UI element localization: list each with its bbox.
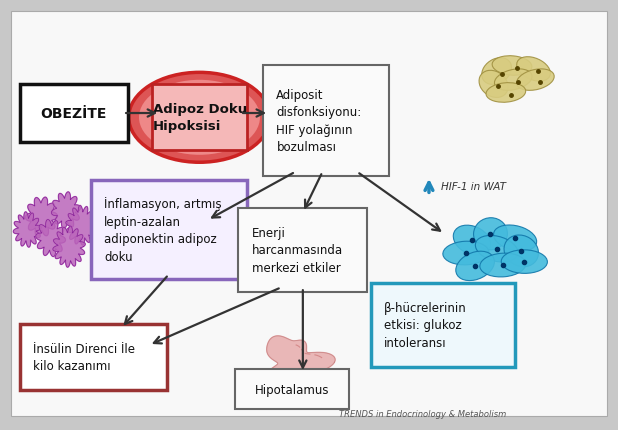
Polygon shape [51, 192, 80, 229]
Ellipse shape [475, 236, 518, 262]
Ellipse shape [492, 57, 532, 76]
Text: TRENDS in Endocrinology & Metabolism: TRENDS in Endocrinology & Metabolism [339, 409, 506, 418]
Ellipse shape [486, 83, 526, 103]
Ellipse shape [138, 80, 261, 157]
Ellipse shape [517, 70, 554, 91]
Text: İnflamasyon, artmış
leptin-azalan
adiponektin adipoz
doku: İnflamasyon, artmış leptin-azalan adipon… [104, 197, 222, 263]
Text: Adiposit
disfonksiyonu:
HIF yolağının
bozulması: Adiposit disfonksiyonu: HIF yolağının bo… [276, 88, 362, 154]
Polygon shape [280, 370, 294, 389]
Ellipse shape [494, 225, 536, 252]
Polygon shape [25, 198, 57, 237]
Polygon shape [66, 206, 97, 246]
Ellipse shape [482, 58, 512, 85]
FancyBboxPatch shape [91, 181, 247, 279]
Polygon shape [13, 212, 41, 248]
Ellipse shape [129, 73, 270, 163]
FancyBboxPatch shape [263, 65, 389, 177]
FancyBboxPatch shape [371, 283, 515, 367]
Ellipse shape [453, 226, 491, 256]
Text: HIF-1 in WAT: HIF-1 in WAT [441, 181, 506, 191]
FancyBboxPatch shape [235, 369, 349, 409]
Text: Adipoz Doku
Hipoksisi: Adipoz Doku Hipoksisi [153, 103, 247, 133]
Ellipse shape [501, 250, 548, 274]
FancyBboxPatch shape [11, 12, 607, 416]
Ellipse shape [479, 71, 508, 98]
Text: OBEZİTE: OBEZİTE [41, 107, 107, 120]
Text: İnsülin Direnci İle
kilo kazanımı: İnsülin Direnci İle kilo kazanımı [33, 342, 135, 372]
Ellipse shape [504, 236, 538, 267]
Text: β-hücrelerinin
etkisi: glukoz
intoleransı: β-hücrelerinin etkisi: glukoz intolerans… [384, 301, 467, 349]
FancyBboxPatch shape [20, 85, 127, 142]
Polygon shape [36, 220, 66, 257]
Text: Hipotalamus: Hipotalamus [255, 383, 329, 396]
Text: Enerji
harcanmasında
merkezi etkiler: Enerji harcanmasında merkezi etkiler [252, 226, 343, 274]
Ellipse shape [443, 242, 489, 265]
FancyBboxPatch shape [20, 324, 167, 390]
Polygon shape [286, 381, 301, 384]
Polygon shape [263, 336, 335, 388]
Polygon shape [53, 227, 85, 267]
Ellipse shape [494, 70, 532, 91]
Ellipse shape [480, 254, 526, 277]
Ellipse shape [456, 252, 494, 281]
Ellipse shape [473, 218, 507, 250]
Ellipse shape [517, 58, 551, 82]
FancyBboxPatch shape [152, 85, 247, 151]
FancyBboxPatch shape [239, 209, 368, 292]
